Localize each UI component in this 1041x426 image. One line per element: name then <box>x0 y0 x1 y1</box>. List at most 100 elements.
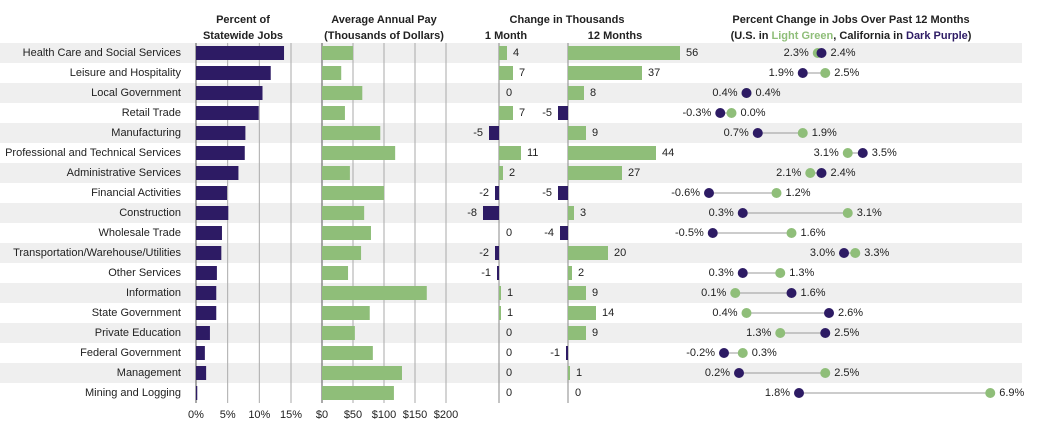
bar <box>489 126 499 140</box>
value-label: 1.3% <box>746 327 771 339</box>
data-label: 9 <box>592 327 598 339</box>
bar <box>568 246 608 260</box>
data-label: 9 <box>592 287 598 299</box>
us-dot <box>741 308 752 318</box>
ca-dot <box>737 208 748 218</box>
panel-title: Statewide Jobs <box>203 30 283 42</box>
data-label: 2 <box>509 167 515 179</box>
bar <box>483 206 499 220</box>
bar <box>322 366 402 380</box>
value-label: -0.5% <box>675 227 704 239</box>
data-label: 0 <box>506 227 512 239</box>
data-label: 0 <box>506 367 512 379</box>
ca-dot <box>741 88 752 98</box>
category-label: Retail Trade <box>122 107 181 119</box>
bar <box>568 146 656 160</box>
bar <box>196 326 210 340</box>
bar <box>499 106 513 120</box>
data-label: 9 <box>592 127 598 139</box>
bar <box>566 346 568 360</box>
bar <box>322 246 362 260</box>
bar <box>322 226 371 240</box>
value-label: 1.3% <box>789 267 814 279</box>
value-label: 0.7% <box>724 127 749 139</box>
value-label: 1.6% <box>801 287 826 299</box>
bar <box>568 286 586 300</box>
bar <box>322 126 381 140</box>
bar <box>196 346 205 360</box>
data-label: -4 <box>544 227 554 239</box>
row-band <box>0 203 1022 223</box>
data-label: 1 <box>576 367 582 379</box>
value-label: 3.1% <box>857 207 882 219</box>
data-label: 11 <box>527 147 538 159</box>
data-label: -1 <box>550 347 560 359</box>
ca-dot <box>839 248 849 258</box>
x-tick-label: $200 <box>434 409 458 421</box>
data-label: 44 <box>662 147 674 159</box>
bar <box>322 166 350 180</box>
bar <box>322 66 342 80</box>
category-label: Management <box>117 367 181 379</box>
category-label: State Government <box>92 307 181 319</box>
bar <box>322 146 396 160</box>
us-dot <box>775 328 786 338</box>
bar <box>196 226 222 240</box>
us-dot <box>842 208 853 218</box>
bar <box>568 326 586 340</box>
data-label: -5 <box>542 107 552 119</box>
data-label: -8 <box>467 207 477 219</box>
bar <box>322 386 394 400</box>
subtitle-part: Light Green <box>772 30 834 42</box>
bar <box>499 66 513 80</box>
value-label: 1.9% <box>812 127 837 139</box>
subtitle-part: (U.S. in <box>731 30 772 42</box>
bar <box>568 46 680 60</box>
x-tick-label: $50 <box>344 409 362 421</box>
value-label: 1.2% <box>786 187 811 199</box>
ca-dot <box>857 148 868 158</box>
data-label: 56 <box>686 47 698 59</box>
data-label: -5 <box>473 127 483 139</box>
value-label: 6.9% <box>999 387 1024 399</box>
bar <box>568 126 586 140</box>
bar <box>196 306 217 320</box>
bar <box>196 146 245 160</box>
x-tick-label: $100 <box>372 409 396 421</box>
bar <box>558 106 568 120</box>
bar <box>568 206 574 220</box>
value-label: 1.6% <box>801 227 826 239</box>
ca-dot <box>797 68 808 78</box>
value-label: 2.5% <box>834 367 859 379</box>
data-label: 0 <box>506 347 512 359</box>
ca-dot <box>824 308 834 318</box>
value-label: 2.4% <box>831 47 856 59</box>
value-label: 0.3% <box>709 207 734 219</box>
bar <box>568 266 572 280</box>
ca-dot <box>816 48 827 58</box>
value-label: 0.4% <box>712 307 737 319</box>
subtitle-part: Dark Purple <box>906 30 968 42</box>
x-tick-label: 0% <box>188 409 204 421</box>
x-tick-label: $0 <box>316 409 328 421</box>
value-label: 0.0% <box>741 107 766 119</box>
us-dot <box>775 268 786 278</box>
ca-dot <box>719 348 729 358</box>
us-dot <box>842 148 853 158</box>
bar <box>322 306 370 320</box>
panel-title: (Thousands of Dollars) <box>324 30 444 42</box>
ca-dot <box>752 128 763 138</box>
bar <box>196 106 259 120</box>
bar <box>322 46 353 60</box>
bar <box>497 266 499 280</box>
us-dot <box>985 388 996 398</box>
category-label: Construction <box>119 207 181 219</box>
bar <box>196 66 271 80</box>
bar <box>322 326 355 340</box>
bar <box>196 86 263 100</box>
panel-subtitle: (U.S. in Light Green, California in Dark… <box>731 30 972 42</box>
us-dot <box>726 108 737 118</box>
value-label: 0.3% <box>752 347 777 359</box>
